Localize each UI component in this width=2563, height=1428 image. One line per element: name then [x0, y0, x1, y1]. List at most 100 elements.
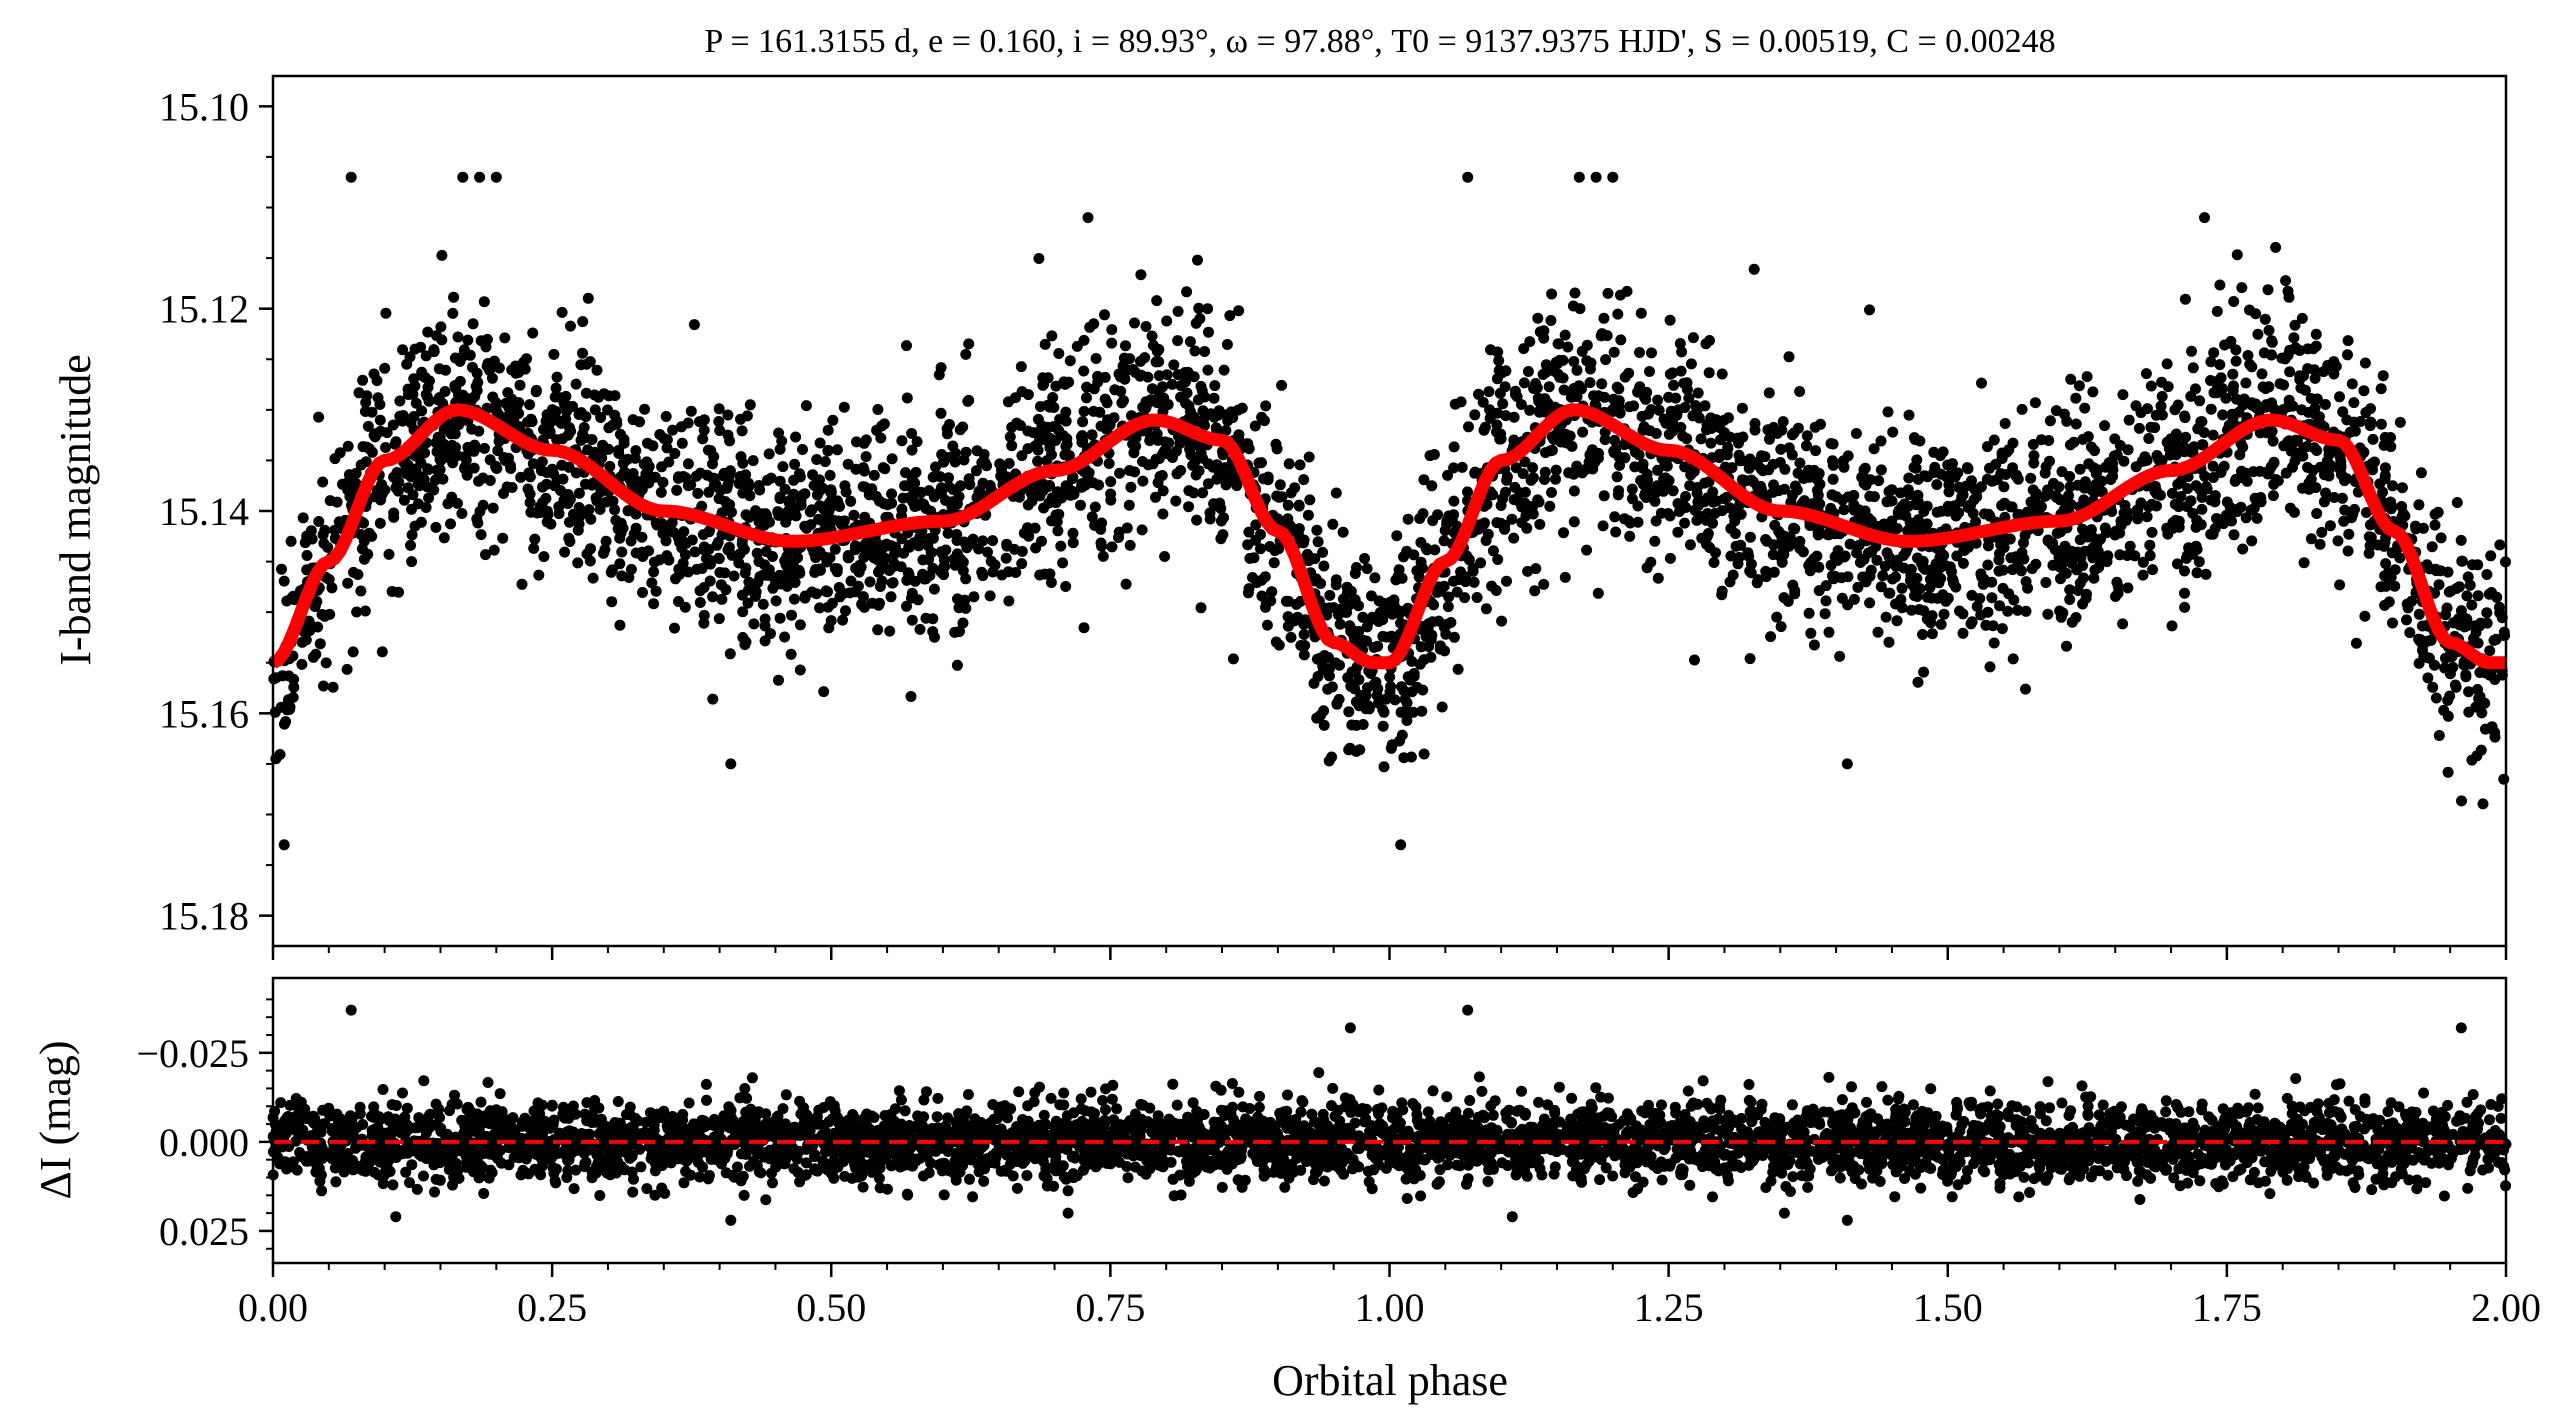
magnitude-point: [2444, 650, 2456, 661]
magnitude-point: [2144, 539, 2156, 551]
magnitude-point: [2081, 588, 2092, 600]
magnitude-point: [1695, 433, 1707, 445]
magnitude-point: [362, 530, 374, 542]
magnitude-point: [2007, 462, 2019, 474]
magnitude-point: [1369, 572, 1381, 584]
magnitude-point: [637, 551, 649, 562]
magnitude-point: [825, 486, 837, 498]
magnitude-point: [2298, 557, 2310, 569]
magnitude-point: [1276, 379, 1288, 391]
magnitude-point: [1672, 526, 1684, 538]
magnitude-point: [402, 389, 414, 400]
magnitude-point: [918, 498, 930, 510]
magnitude-point: [1183, 400, 1195, 412]
magnitude-point: [1965, 618, 1977, 630]
magnitude-point: [1442, 601, 1454, 613]
magnitude-point: [951, 659, 963, 671]
magnitude-point: [2230, 355, 2242, 367]
magnitude-point: [2195, 519, 2207, 531]
magnitude-point: [1962, 463, 1974, 475]
magnitude-point: [313, 411, 325, 423]
magnitude-point: [610, 514, 622, 526]
magnitude-point: [1485, 344, 1496, 356]
magnitude-point: [938, 569, 950, 581]
magnitude-point: [1524, 404, 1536, 416]
magnitude-point: [838, 401, 850, 413]
magnitude-point: [1299, 640, 1311, 651]
magnitude-point: [457, 171, 469, 183]
magnitude-point: [736, 589, 748, 601]
magnitude-point: [1545, 315, 1557, 326]
magnitude-point: [1725, 550, 1737, 562]
magnitude-point: [1567, 300, 1579, 312]
magnitude-point: [1426, 629, 1438, 641]
magnitude-point: [2027, 484, 2039, 496]
magnitude-point: [1981, 441, 1993, 453]
magnitude-point: [527, 327, 539, 339]
magnitude-point: [454, 355, 466, 367]
magnitude-point: [2079, 402, 2091, 414]
magnitude-point: [1925, 617, 1937, 629]
magnitude-point: [2318, 366, 2330, 378]
magnitude-point: [2217, 409, 2229, 421]
magnitude-point: [1159, 551, 1171, 562]
magnitude-point: [740, 562, 752, 574]
magnitude-point: [2414, 635, 2426, 647]
magnitude-point: [2453, 613, 2465, 625]
magnitude-point: [1344, 742, 1356, 754]
magnitude-point: [811, 476, 823, 488]
magnitude-point: [538, 551, 550, 563]
magnitude-point: [1842, 571, 1854, 583]
magnitude-point: [1935, 505, 1947, 517]
magnitude-point: [713, 493, 725, 505]
magnitude-point: [1912, 583, 1924, 595]
magnitude-point: [943, 481, 955, 492]
magnitude-point: [394, 395, 406, 407]
magnitude-point: [1421, 544, 1433, 556]
magnitude-point: [478, 296, 490, 308]
magnitude-point: [1032, 413, 1044, 425]
magnitude-point: [2308, 442, 2320, 454]
magnitude-point: [705, 555, 716, 566]
magnitude-point: [2284, 366, 2296, 378]
magnitude-point: [1708, 557, 1720, 568]
magnitude-point: [1463, 554, 1475, 566]
magnitude-point: [317, 476, 329, 488]
magnitude-point: [2179, 565, 2190, 577]
magnitude-point: [285, 535, 297, 547]
magnitude-point: [391, 467, 403, 478]
magnitude-point: [1623, 367, 1635, 379]
magnitude-point: [2328, 492, 2340, 503]
magnitude-point: [2115, 515, 2127, 527]
magnitude-point: [1060, 406, 1072, 418]
magnitude-point: [957, 617, 969, 629]
magnitude-point: [724, 648, 736, 660]
magnitude-point: [1929, 461, 1941, 473]
magnitude-point: [1663, 391, 1675, 403]
magnitude-point: [1203, 326, 1214, 338]
residual-scatter: [267, 1004, 2512, 1226]
magnitude-point: [422, 464, 434, 476]
magnitude-point: [949, 626, 961, 638]
magnitude-point: [2072, 479, 2084, 491]
magnitude-point: [1172, 305, 1184, 317]
magnitude-point: [2118, 455, 2130, 467]
magnitude-point: [1202, 364, 1214, 376]
magnitude-point: [1022, 425, 1034, 437]
magnitude-point: [1308, 677, 1320, 689]
magnitude-point: [742, 477, 754, 489]
magnitude-point: [740, 469, 752, 481]
magnitude-point: [305, 525, 317, 537]
magnitude-point: [1524, 336, 1536, 348]
magnitude-point: [1303, 451, 1315, 463]
magnitude-point: [1789, 585, 1801, 597]
magnitude-point: [2270, 241, 2282, 253]
magnitude-point: [1794, 542, 1806, 554]
magnitude-point: [1250, 534, 1262, 546]
magnitude-point: [1848, 489, 1860, 501]
magnitude-point: [977, 570, 989, 582]
magnitude-point: [572, 557, 584, 569]
magnitude-point: [1047, 392, 1059, 403]
magnitude-point: [667, 424, 679, 436]
